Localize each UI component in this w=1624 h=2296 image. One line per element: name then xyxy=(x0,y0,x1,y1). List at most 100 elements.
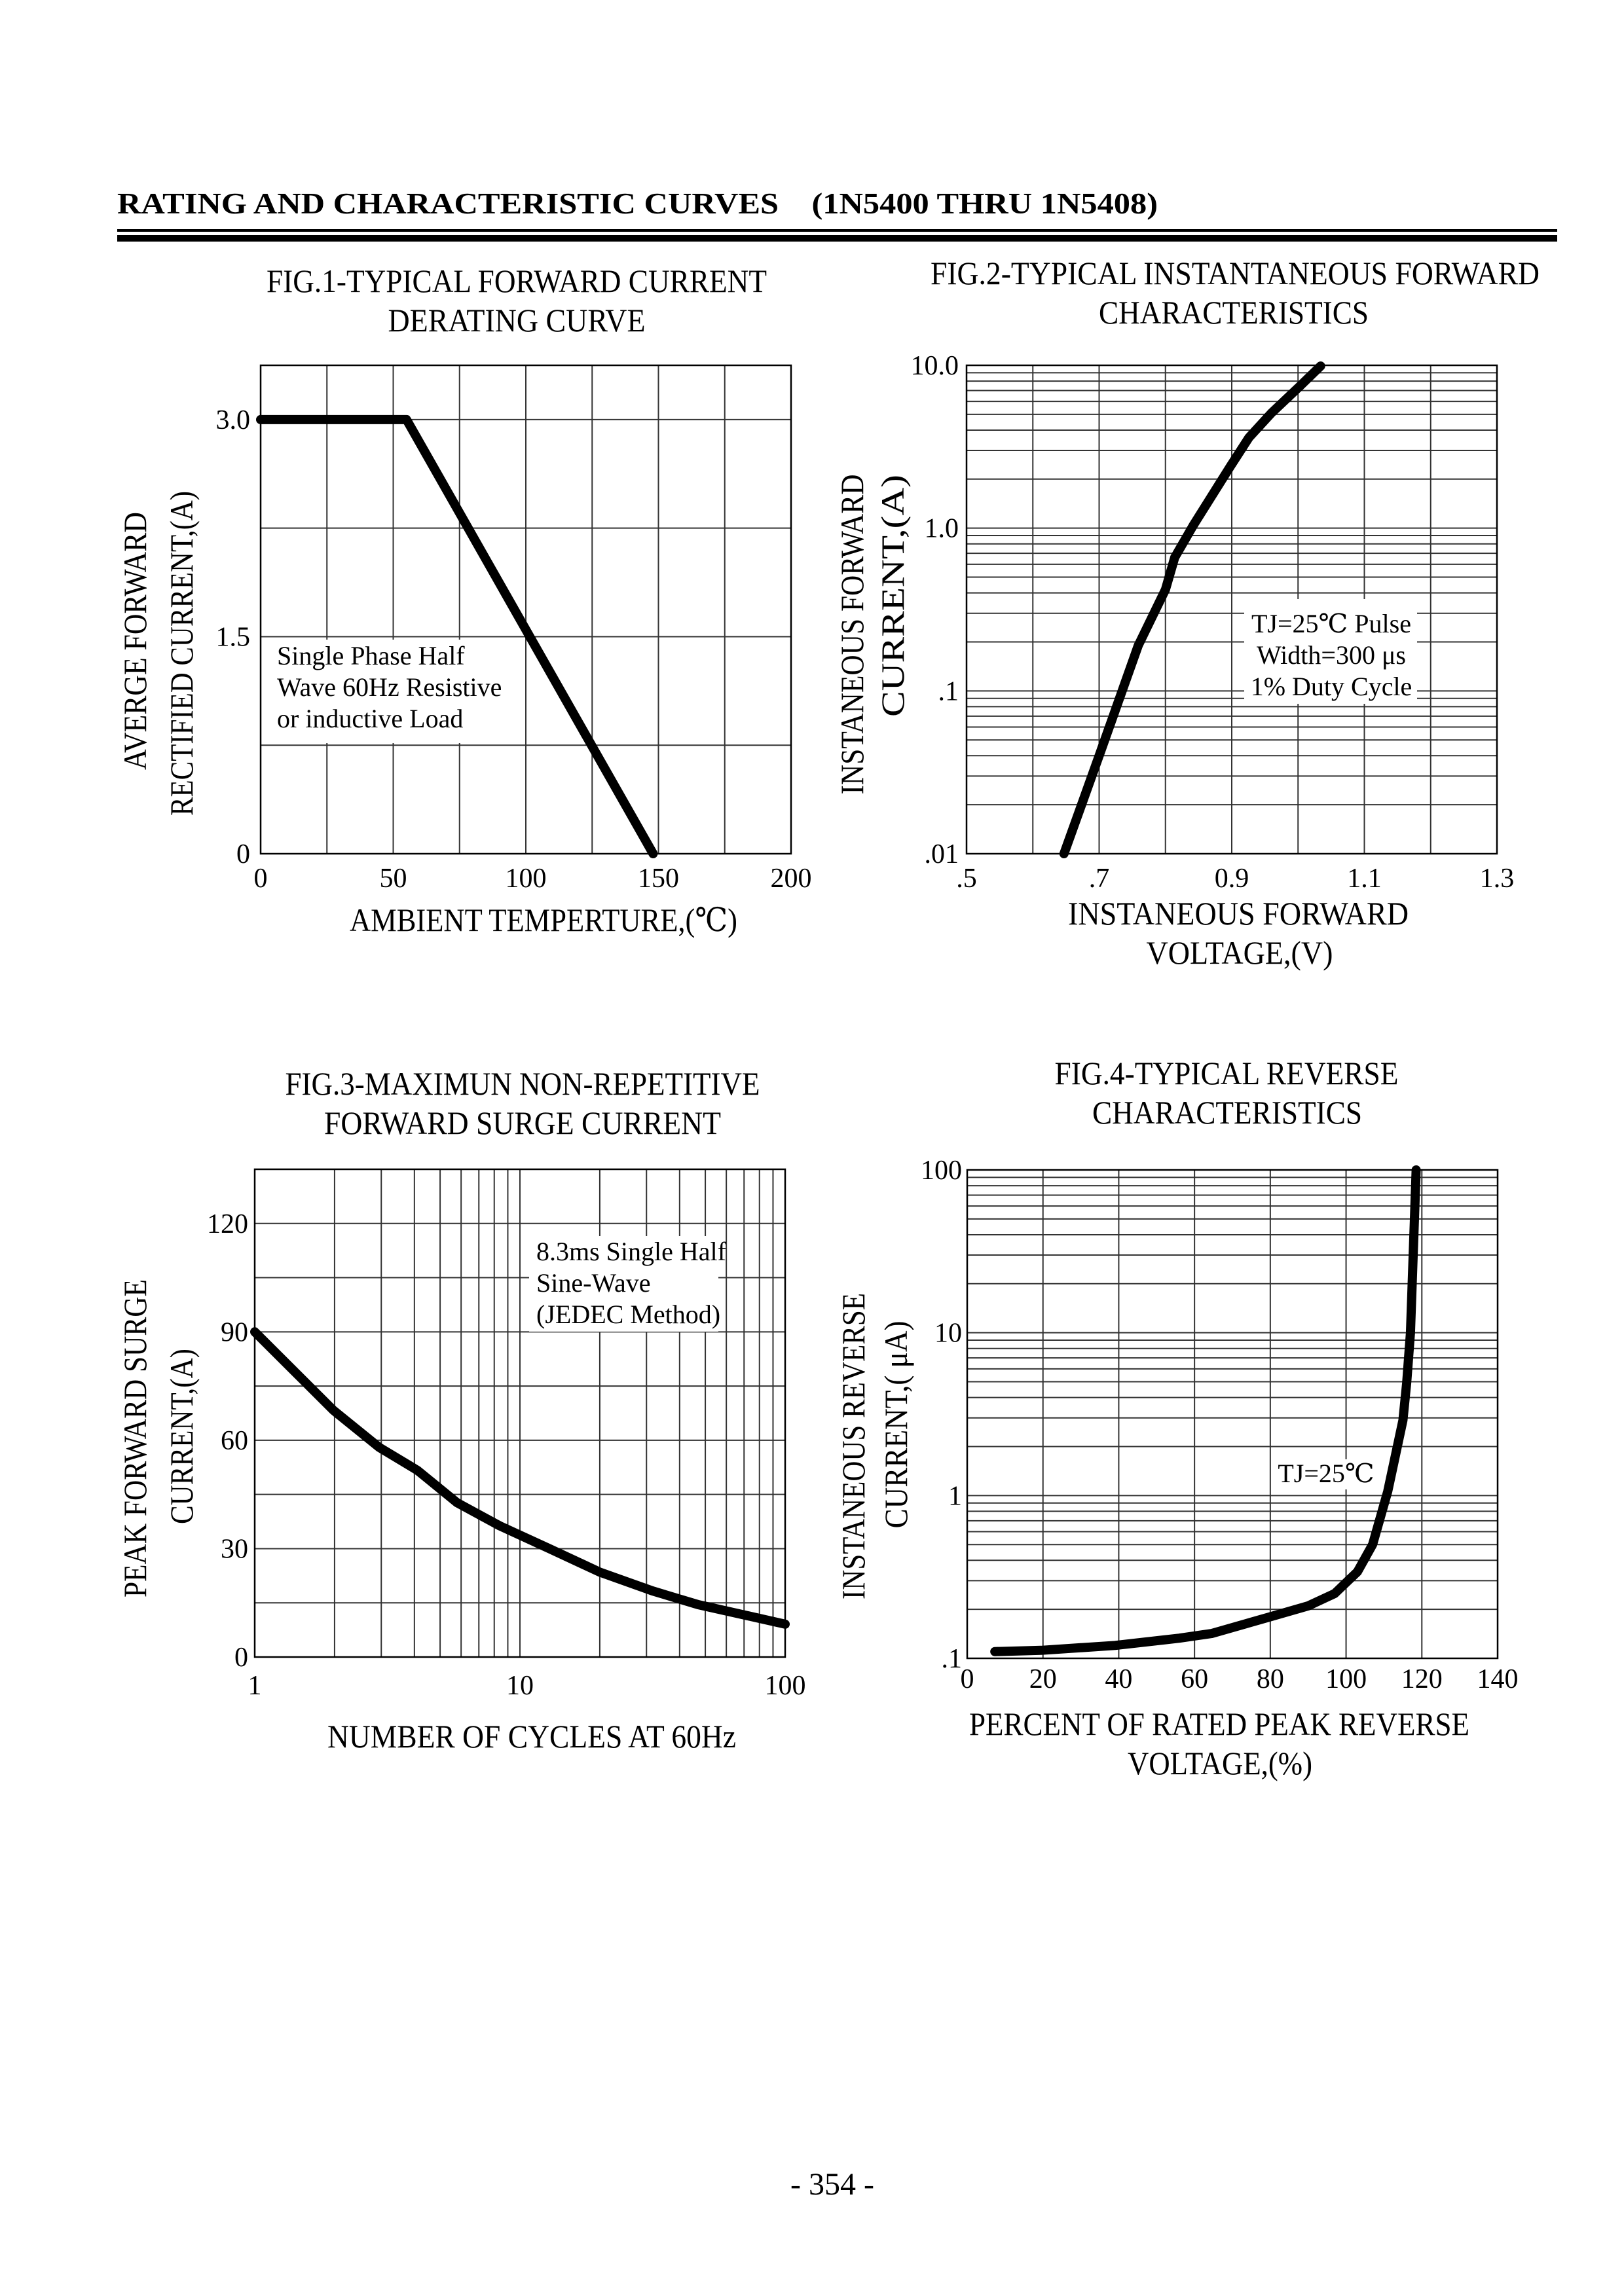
figure-4: FIG.4-TYPICAL REVERSE CHARACTERISTICS IN… xyxy=(835,1055,1499,1781)
fig2-x-tick-label: 1.1 xyxy=(1347,864,1382,894)
fig1-ylabel-line-1: AVERGE FORWARD xyxy=(117,512,153,770)
fig4-curve-point xyxy=(1356,1571,1358,1573)
fig1-xlabel: AMBIENT TEMPERTURE,(℃) xyxy=(350,902,737,938)
figure-2: FIG.2-TYPICAL INSTANTANEOUS FORWARD CHAR… xyxy=(834,255,1540,971)
fig3-title-line-1: FIG.3-MAXIMUN NON-REPETITIVE xyxy=(286,1065,760,1102)
fig4-curve-point xyxy=(1334,1593,1336,1595)
fig3-curve-point xyxy=(499,1525,501,1527)
fig4-annotation-line-1: TJ=25℃ xyxy=(1278,1459,1374,1488)
fig3-x-tick-label: 10 xyxy=(506,1671,534,1701)
fig1-ylabel-line-2: RECTIFIED CURRENT,(A) xyxy=(163,491,200,816)
fig4-plot-area xyxy=(966,1165,1499,1660)
fig3-y-tick-label: 0 xyxy=(234,1643,248,1673)
fig2-annotation-line-2: Width=300 μs xyxy=(1257,640,1406,670)
fig1-x-tick-label: 200 xyxy=(771,864,812,894)
fig2-curve-point xyxy=(1248,437,1250,439)
fig4-curve xyxy=(990,1165,1421,1656)
fig2-plot-frame xyxy=(965,364,1498,855)
fig3-annotation-box xyxy=(529,1236,718,1332)
fig3-y-tick-label: 60 xyxy=(221,1426,248,1456)
fig4-curve-point xyxy=(1114,1645,1116,1647)
fig3-curve-point xyxy=(378,1446,380,1448)
fig4-y-tick-label: .1 xyxy=(942,1644,963,1674)
fig4-curve-point xyxy=(1307,1605,1309,1607)
fig1-y-tick-label: 3.0 xyxy=(216,405,251,435)
fig1-annotation-box xyxy=(263,640,490,743)
fig2-title-line-2: CHARACTERISTICS xyxy=(1099,294,1369,331)
fig2-annotation-line-1: TJ=25℃ Pulse xyxy=(1251,609,1411,638)
fig2-x-tick-label: 1.3 xyxy=(1480,864,1515,894)
fig2-x-tick-label: .5 xyxy=(956,864,977,894)
fig4-curve-point xyxy=(1415,1169,1417,1171)
fig4-curve-point xyxy=(1387,1491,1389,1493)
fig1-y-tick-label: 1.5 xyxy=(216,622,251,652)
fig4-x-tick-label: 0 xyxy=(961,1664,974,1694)
fig4-x-tick-label: 20 xyxy=(1029,1664,1057,1694)
fig2-curve-point xyxy=(1320,365,1321,367)
fig3-x-tick-label: 1 xyxy=(248,1671,262,1701)
fig2-x-tick-label: 0.9 xyxy=(1215,864,1249,894)
fig2-curve-point xyxy=(1137,645,1139,647)
figure-1: FIG.1-TYPICAL FORWARD CURRENT DERATING C… xyxy=(117,263,792,938)
fig2-y-tick-label: .01 xyxy=(925,839,959,869)
fig2-curve-point xyxy=(1229,465,1231,467)
fig3-y-tick-label: 30 xyxy=(221,1534,248,1564)
fig2-y-tick-label: 10.0 xyxy=(911,351,959,381)
fig3-curve-point xyxy=(784,1623,786,1625)
fig4-plot-frame xyxy=(966,1169,1499,1660)
fig3-curve-point xyxy=(599,1571,600,1573)
fig2-y-tick-label: .1 xyxy=(938,676,959,706)
fig3-x-tick-label: 100 xyxy=(765,1671,806,1701)
fig1-curve-point xyxy=(260,418,261,420)
fig1-x-tick-label: 0 xyxy=(254,864,268,894)
fig2-curve-point xyxy=(1063,853,1065,854)
fig4-xlabel-line-2: VOLTAGE,(%) xyxy=(1128,1745,1312,1781)
fig4-title-line-1: FIG.4-TYPICAL REVERSE xyxy=(1055,1055,1399,1091)
fig2-plot-area xyxy=(965,361,1498,858)
header-rule-thick xyxy=(117,235,1557,242)
fig2-x-tick-label: .7 xyxy=(1089,864,1110,894)
fig4-x-tick-label: 80 xyxy=(1257,1664,1284,1694)
fig1-annotation-line-2: Wave 60Hz Resistive xyxy=(277,672,502,702)
fig4-x-tick-label: 120 xyxy=(1401,1664,1443,1694)
fig4-ylabel-line-2: CURRENT,( μA) xyxy=(877,1321,914,1529)
fig4-curve-point xyxy=(1409,1332,1411,1334)
fig2-curve-point xyxy=(1192,524,1194,526)
fig4-curve-point xyxy=(994,1650,996,1652)
fig3-plot-frame xyxy=(253,1168,786,1658)
fig2-title-line-1: FIG.2-TYPICAL INSTANTANEOUS FORWARD xyxy=(931,255,1540,291)
fig4-x-tick-label: 140 xyxy=(1477,1664,1519,1694)
fig4-curve-point xyxy=(1372,1544,1374,1546)
fig1-annotation-line-1: Single Phase Half xyxy=(277,641,465,670)
fig4-y-tick-label: 1 xyxy=(948,1481,962,1511)
fig3-curve-point xyxy=(697,1603,699,1605)
fig3-curve-point xyxy=(549,1548,551,1550)
fig2-curve-point xyxy=(1098,755,1100,757)
fig1-x-tick-label: 150 xyxy=(638,864,679,894)
fig4-x-tick-label: 100 xyxy=(1325,1664,1367,1694)
fig3-curve-point xyxy=(652,1590,654,1592)
fig2-xlabel-line-1: INSTANEOUS FORWARD xyxy=(1068,895,1409,932)
fig2-ylabel-line-1: INSTANEOUS FORWARD xyxy=(834,475,870,795)
fig1-annotation-line-3: or inductive Load xyxy=(277,704,463,733)
fig1-plot-frame xyxy=(259,364,792,855)
fig4-x-tick-label: 40 xyxy=(1105,1664,1132,1694)
fig1-title-line-2: DERATING CURVE xyxy=(388,302,646,338)
fig4-title-line-2: CHARACTERISTICS xyxy=(1092,1094,1362,1131)
fig4-curve-point xyxy=(1406,1382,1408,1384)
fig4-curve-point xyxy=(1211,1633,1213,1635)
fig4-y-tick-label: 100 xyxy=(921,1156,962,1186)
fig3-curve-point xyxy=(456,1502,458,1504)
fig1-x-tick-label: 100 xyxy=(506,864,547,894)
fig4-annotation-box xyxy=(1281,1459,1373,1489)
fig3-ylabel-line-2: CURRENT,(A) xyxy=(163,1349,200,1524)
fig3-annotation-line-2: Sine-Wave xyxy=(536,1268,651,1298)
page-header-title: RATING AND CHARACTERISTIC CURVES (1N5400… xyxy=(117,187,1158,220)
fig2-xlabel-line-2: VOLTAGE,(V) xyxy=(1147,934,1333,971)
fig3-y-tick-label: 90 xyxy=(221,1317,248,1347)
fig2-curve-point xyxy=(1164,589,1166,591)
fig2-ylabel-line-2: CURRENT,(A) xyxy=(874,475,911,717)
fig3-xlabel: NUMBER OF CYCLES AT 60Hz xyxy=(327,1718,736,1755)
